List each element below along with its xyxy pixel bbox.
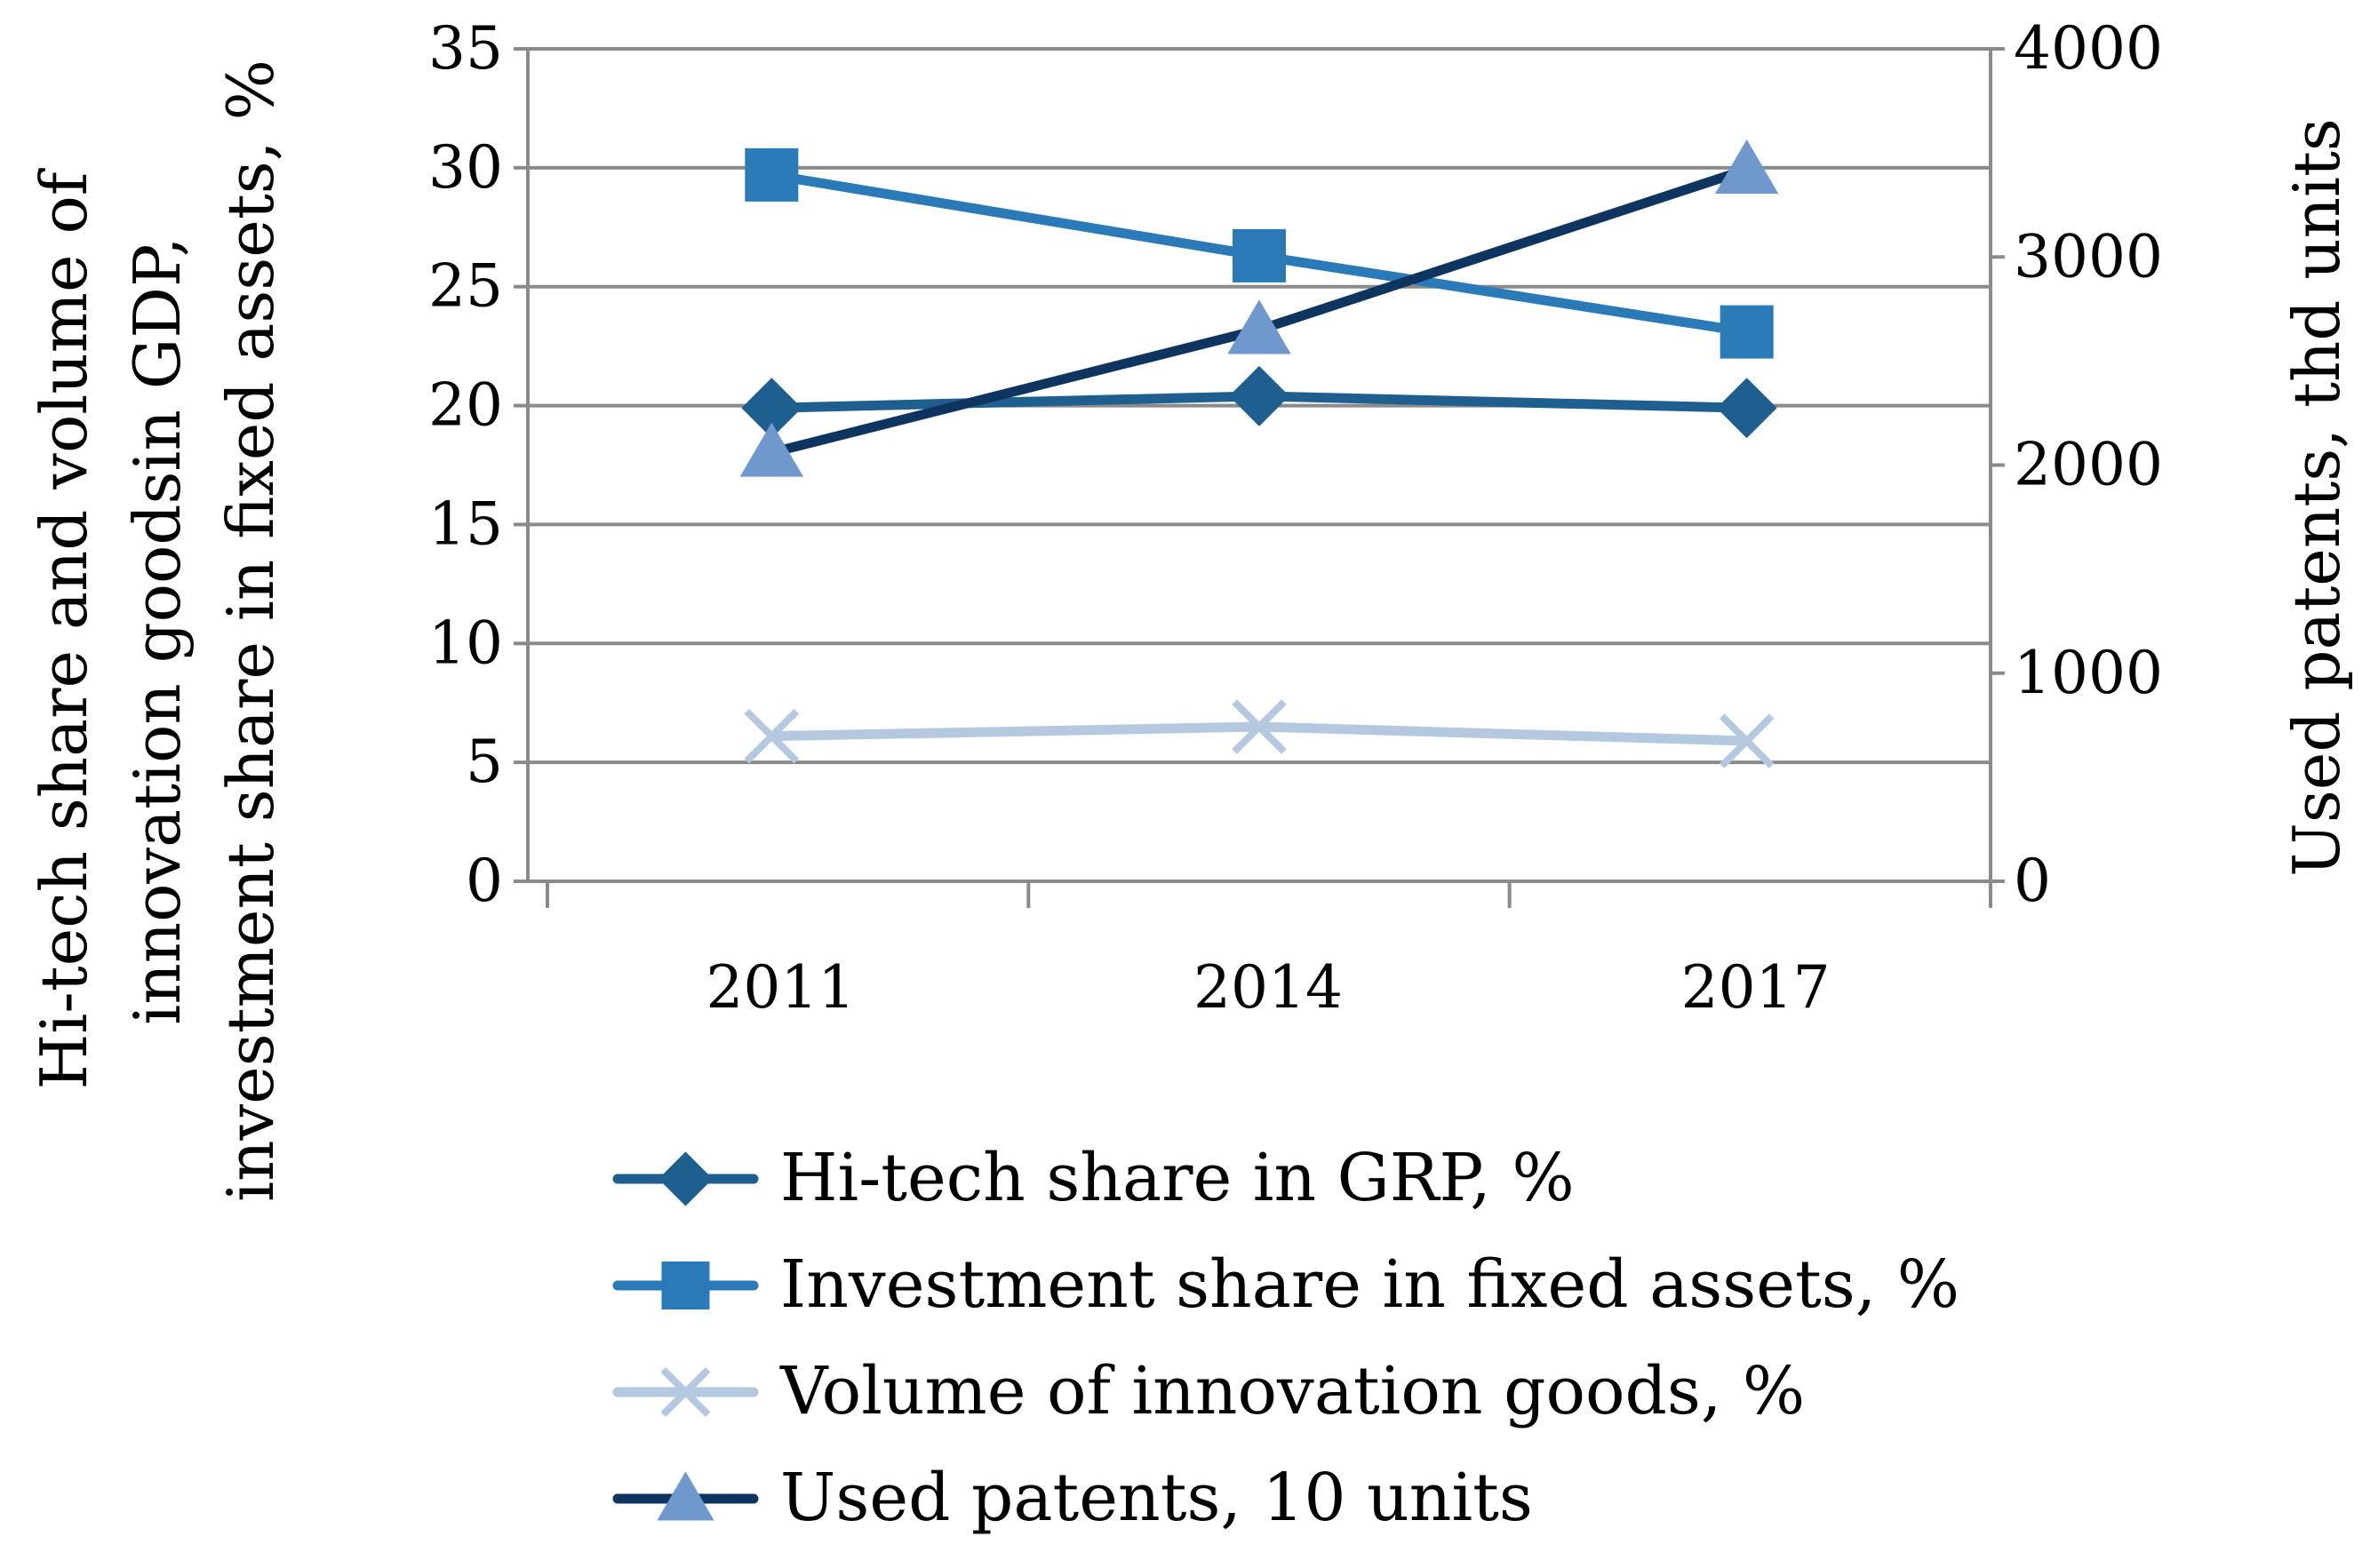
legend-marker-used-patents-10-units (657, 1471, 714, 1521)
left-axis-title-line-1: Hi-tech share and volume of (27, 168, 101, 1089)
right-tick-label-2000: 2000 (2014, 431, 2163, 499)
point-investment-share-in-fixed-assets-2017 (1720, 305, 1774, 359)
series-markers (739, 139, 1779, 768)
point-used-patents-10-units-2017 (1714, 139, 1779, 195)
point-volume-of-innovation-goods-2017 (1719, 713, 1775, 768)
left-tick-label-10: 10 (428, 609, 503, 677)
legend: Hi-tech share in GRP, % Investment share … (612, 1140, 1959, 1536)
legend-label-volume-of-innovation-goods: Volume of innovation goods, % (779, 1353, 1805, 1429)
x-tick-label-2017: 2017 (1681, 953, 1831, 1022)
point-hi-tech-share-in-grp-2011 (741, 378, 802, 439)
left-tick-label-15: 15 (428, 490, 503, 558)
point-investment-share-in-fixed-assets-2011 (745, 147, 799, 202)
point-volume-of-innovation-goods-2014 (1232, 699, 1287, 754)
point-hi-tech-share-in-grp-2014 (1229, 365, 1289, 426)
legend-label-hi-tech-share-in-grp: Hi-tech share in GRP, % (780, 1140, 1575, 1216)
legend-marker-volume-of-innovation-goods (660, 1366, 711, 1418)
point-hi-tech-share-in-grp-2017 (1716, 378, 1777, 439)
point-volume-of-innovation-goods-2011 (744, 708, 800, 764)
legend-marker-investment-share-in-fixed-assets (661, 1262, 710, 1309)
legend-label-used-patents-10-units: Used patents, 10 units (780, 1460, 1533, 1536)
legend-marker-hi-tech-share-in-grp (658, 1151, 714, 1206)
right-tick-label-3000: 3000 (2014, 222, 2163, 291)
left-tick-label-20: 20 (428, 371, 503, 440)
left-tick-label-35: 35 (428, 14, 503, 83)
legend-label-investment-share-in-fixed-assets: Investment share in fixed assets, % (780, 1246, 1959, 1323)
left-tick-label-0: 0 (466, 847, 503, 915)
left-tick-label-25: 25 (428, 252, 503, 321)
left-axis-ticks: 0 5 10 15 20 25 30 35 (428, 14, 528, 915)
right-tick-label-1000: 1000 (2014, 639, 2163, 707)
right-tick-label-0: 0 (2014, 847, 2051, 915)
left-axis-title-line-3: investment share in fixed assets, % (213, 60, 288, 1202)
right-axis-title: Used patents, thd units (2279, 118, 2354, 877)
x-tick-label-2011: 2011 (706, 953, 855, 1022)
left-tick-label-30: 30 (428, 133, 503, 202)
point-used-patents-10-units-2011 (739, 422, 804, 477)
left-axis-title-line-2: innovation goodsin GDP, (120, 236, 195, 1024)
x-tick-label-2014: 2014 (1193, 953, 1343, 1022)
right-tick-label-4000: 4000 (2014, 14, 2163, 83)
x-axis-ticks: 2011 2014 2017 (546, 881, 1992, 1022)
point-used-patents-10-units-2014 (1227, 299, 1291, 354)
left-tick-label-5: 5 (466, 728, 503, 796)
right-axis-ticks: 0 1000 2000 3000 4000 (1991, 14, 2163, 915)
point-investment-share-in-fixed-assets-2014 (1233, 228, 1286, 283)
